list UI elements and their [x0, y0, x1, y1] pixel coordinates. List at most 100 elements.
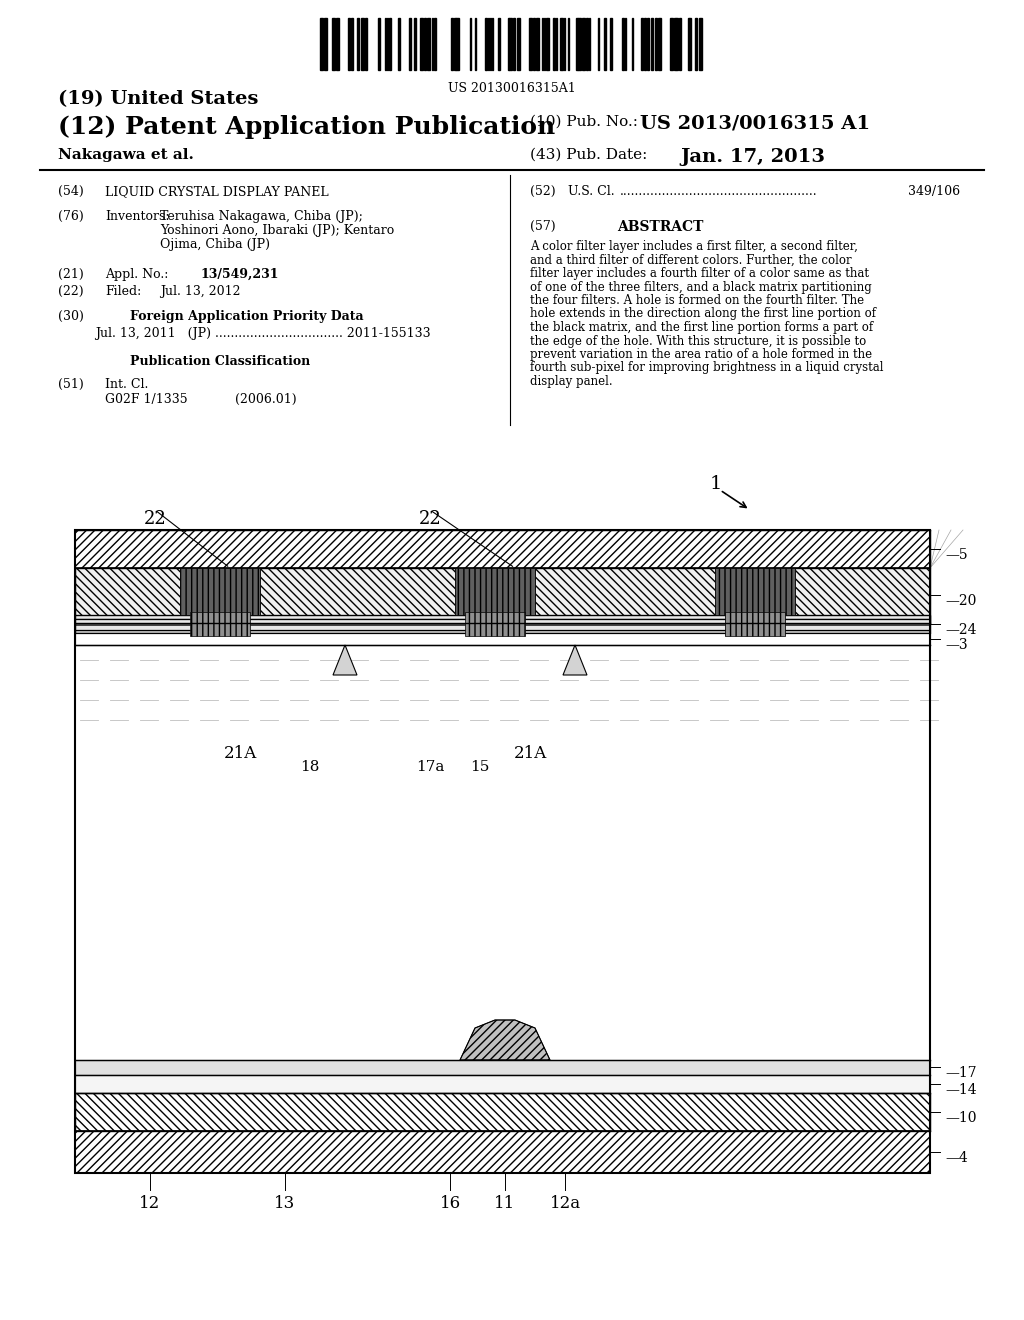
- Bar: [625, 18, 626, 70]
- Text: the black matrix, and the first line portion forms a part of: the black matrix, and the first line por…: [530, 321, 873, 334]
- Bar: [517, 18, 520, 70]
- Text: the edge of the hole. With this structure, it is possible to: the edge of the hole. With this structur…: [530, 334, 866, 347]
- Polygon shape: [460, 1020, 550, 1060]
- Bar: [347, 18, 349, 70]
- Text: display panel.: display panel.: [530, 375, 612, 388]
- Bar: [332, 18, 335, 70]
- Text: of one of the three filters, and a black matrix partitioning: of one of the three filters, and a black…: [530, 281, 871, 293]
- Bar: [485, 18, 486, 70]
- Text: 21A: 21A: [513, 744, 547, 762]
- Text: prevent variation in the area ratio of a hole formed in the: prevent variation in the area ratio of a…: [530, 348, 872, 360]
- Text: Inventors:: Inventors:: [105, 210, 170, 223]
- Bar: [389, 18, 390, 70]
- Text: Int. Cl.: Int. Cl.: [105, 378, 148, 391]
- Text: 18: 18: [300, 760, 319, 774]
- Bar: [676, 18, 678, 70]
- Bar: [689, 18, 690, 70]
- Text: 12a: 12a: [550, 1195, 581, 1212]
- Bar: [725, 612, 785, 636]
- Bar: [509, 18, 512, 70]
- Text: (76): (76): [58, 210, 84, 223]
- Text: Appl. No.:: Appl. No.:: [105, 268, 168, 281]
- Text: (10) Pub. No.:: (10) Pub. No.:: [530, 115, 638, 129]
- Text: Filed:: Filed:: [105, 285, 141, 298]
- Bar: [536, 18, 539, 70]
- Text: hole extends in the direction along the first line portion of: hole extends in the direction along the …: [530, 308, 876, 321]
- Text: —10: —10: [945, 1111, 977, 1125]
- Text: (51): (51): [58, 378, 84, 391]
- Text: 13/549,231: 13/549,231: [200, 268, 279, 281]
- Text: US 20130016315A1: US 20130016315A1: [449, 82, 575, 95]
- Bar: [75, 531, 930, 1173]
- Bar: [378, 18, 380, 70]
- Bar: [604, 18, 606, 70]
- Text: 11: 11: [495, 1195, 516, 1212]
- Text: (54): (54): [58, 185, 84, 198]
- Polygon shape: [563, 645, 587, 675]
- Text: 21A: 21A: [223, 744, 257, 762]
- Bar: [670, 18, 673, 70]
- Bar: [75, 1093, 930, 1131]
- Bar: [384, 18, 386, 70]
- Text: —20: —20: [945, 594, 976, 609]
- Text: Yoshinori Aono, Ibaraki (JP); Kentaro: Yoshinori Aono, Ibaraki (JP); Kentaro: [160, 224, 394, 238]
- Bar: [498, 18, 500, 70]
- Text: G02F 1/1335: G02F 1/1335: [105, 393, 187, 407]
- Text: (21): (21): [58, 268, 84, 281]
- Text: Jul. 13, 2011   (JP) ................................. 2011-155133: Jul. 13, 2011 (JP) .....................…: [95, 327, 431, 341]
- Text: 1: 1: [710, 475, 722, 492]
- Bar: [582, 18, 585, 70]
- Text: Jan. 17, 2013: Jan. 17, 2013: [680, 148, 825, 166]
- Bar: [698, 18, 701, 70]
- Bar: [674, 18, 676, 70]
- Text: (30): (30): [58, 310, 84, 323]
- Text: fourth sub-pixel for improving brightness in a liquid crystal: fourth sub-pixel for improving brightnes…: [530, 362, 884, 375]
- Bar: [715, 568, 795, 615]
- Bar: [610, 18, 612, 70]
- Bar: [420, 18, 423, 70]
- Bar: [75, 615, 930, 634]
- Bar: [434, 18, 436, 70]
- Text: 12: 12: [139, 1195, 161, 1212]
- Bar: [567, 18, 569, 70]
- Text: Jul. 13, 2012: Jul. 13, 2012: [160, 285, 241, 298]
- Text: (2006.01): (2006.01): [234, 393, 297, 407]
- Bar: [512, 18, 514, 70]
- Bar: [586, 18, 588, 70]
- Text: —14: —14: [945, 1082, 977, 1097]
- Bar: [529, 18, 531, 70]
- Bar: [650, 18, 653, 70]
- Bar: [465, 612, 525, 636]
- Text: —4: —4: [945, 1151, 968, 1166]
- Bar: [180, 568, 260, 615]
- Bar: [427, 18, 430, 70]
- Bar: [75, 1074, 930, 1093]
- Bar: [414, 18, 416, 70]
- Bar: [553, 18, 555, 70]
- Text: the four filters. A hole is formed on the fourth filter. The: the four filters. A hole is formed on th…: [530, 294, 864, 308]
- Bar: [715, 568, 795, 615]
- Bar: [350, 18, 353, 70]
- Text: 16: 16: [439, 1195, 461, 1212]
- Text: (57): (57): [530, 220, 556, 234]
- Bar: [409, 18, 411, 70]
- Text: 349/106: 349/106: [908, 185, 961, 198]
- Bar: [75, 634, 930, 645]
- Bar: [622, 18, 624, 70]
- Text: (22): (22): [58, 285, 84, 298]
- Text: U.S. Cl.: U.S. Cl.: [568, 185, 614, 198]
- Bar: [324, 18, 327, 70]
- Bar: [575, 18, 578, 70]
- Text: 15: 15: [470, 760, 489, 774]
- Bar: [386, 18, 388, 70]
- Bar: [546, 18, 549, 70]
- Bar: [455, 568, 535, 615]
- Text: Nakagawa et al.: Nakagawa et al.: [58, 148, 194, 162]
- Bar: [365, 18, 367, 70]
- Bar: [319, 18, 323, 70]
- Bar: [75, 1060, 930, 1074]
- Text: Teruhisa Nakagawa, Chiba (JP);: Teruhisa Nakagawa, Chiba (JP);: [160, 210, 362, 223]
- Bar: [451, 18, 453, 70]
- Text: —5: —5: [945, 548, 968, 562]
- Text: Foreign Application Priority Data: Foreign Application Priority Data: [130, 310, 364, 323]
